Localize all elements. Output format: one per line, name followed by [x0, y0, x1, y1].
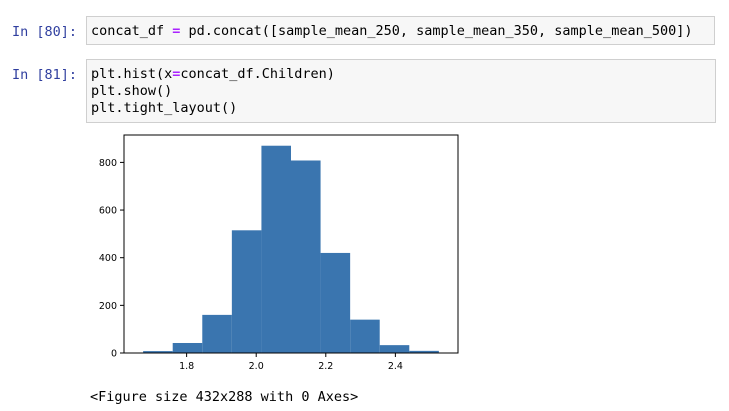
- histogram-bar: [320, 252, 351, 353]
- histogram-bar: [172, 342, 203, 353]
- y-tick-label: 400: [99, 253, 117, 264]
- histogram-bar: [261, 145, 291, 353]
- y-tick-label: 600: [99, 206, 117, 217]
- y-tick-label: 800: [99, 158, 117, 169]
- y-axis: 0 200 400 600 800: [99, 158, 124, 360]
- histogram-bar: [231, 230, 262, 353]
- code-text[interactable]: concat_df = pd.concat([sample_mean_250, …: [87, 17, 714, 40]
- histogram-bar: [202, 314, 232, 353]
- code-token: pd.concat([sample_mean_250, sample_mean_…: [180, 23, 693, 39]
- y-tick-label: 200: [99, 301, 117, 312]
- histogram-bar: [143, 351, 173, 353]
- histogram-bar: [409, 350, 439, 353]
- histogram-bar: [291, 160, 321, 353]
- assign-operator: =: [172, 23, 181, 39]
- x-tick-label: 1.8: [179, 361, 194, 372]
- code-token: concat_df.Children): [180, 66, 335, 82]
- code-token: plt.tight_layout(): [91, 100, 238, 116]
- cell-prompt-81: In [81]:: [12, 67, 78, 83]
- axes-frame: [123, 134, 459, 354]
- histogram-bar: [379, 345, 410, 353]
- x-tick-label: 2.2: [318, 361, 333, 372]
- histogram-bar: [350, 319, 380, 353]
- code-cell-80[interactable]: concat_df = pd.concat([sample_mean_250, …: [86, 16, 715, 45]
- code-token: plt.hist(x: [91, 66, 173, 82]
- y-tick-label: 0: [111, 349, 117, 360]
- code-token: concat_df: [91, 23, 173, 39]
- code-token: plt.show(): [91, 83, 173, 99]
- x-tick-label: 2.0: [249, 361, 264, 372]
- x-tick-label: 2.4: [388, 361, 403, 372]
- x-axis: 1.8 2.0 2.2 2.4: [179, 353, 403, 372]
- code-text[interactable]: plt.hist(x=concat_df.Children) plt.show(…: [87, 60, 715, 117]
- histogram-bars: [143, 145, 439, 353]
- cell-prompt-80: In [80]:: [12, 24, 78, 40]
- code-cell-81[interactable]: plt.hist(x=concat_df.Children) plt.show(…: [86, 59, 716, 123]
- figure-output-text: <Figure size 432x288 with 0 Axes>: [90, 389, 359, 405]
- assign-operator: =: [172, 66, 181, 82]
